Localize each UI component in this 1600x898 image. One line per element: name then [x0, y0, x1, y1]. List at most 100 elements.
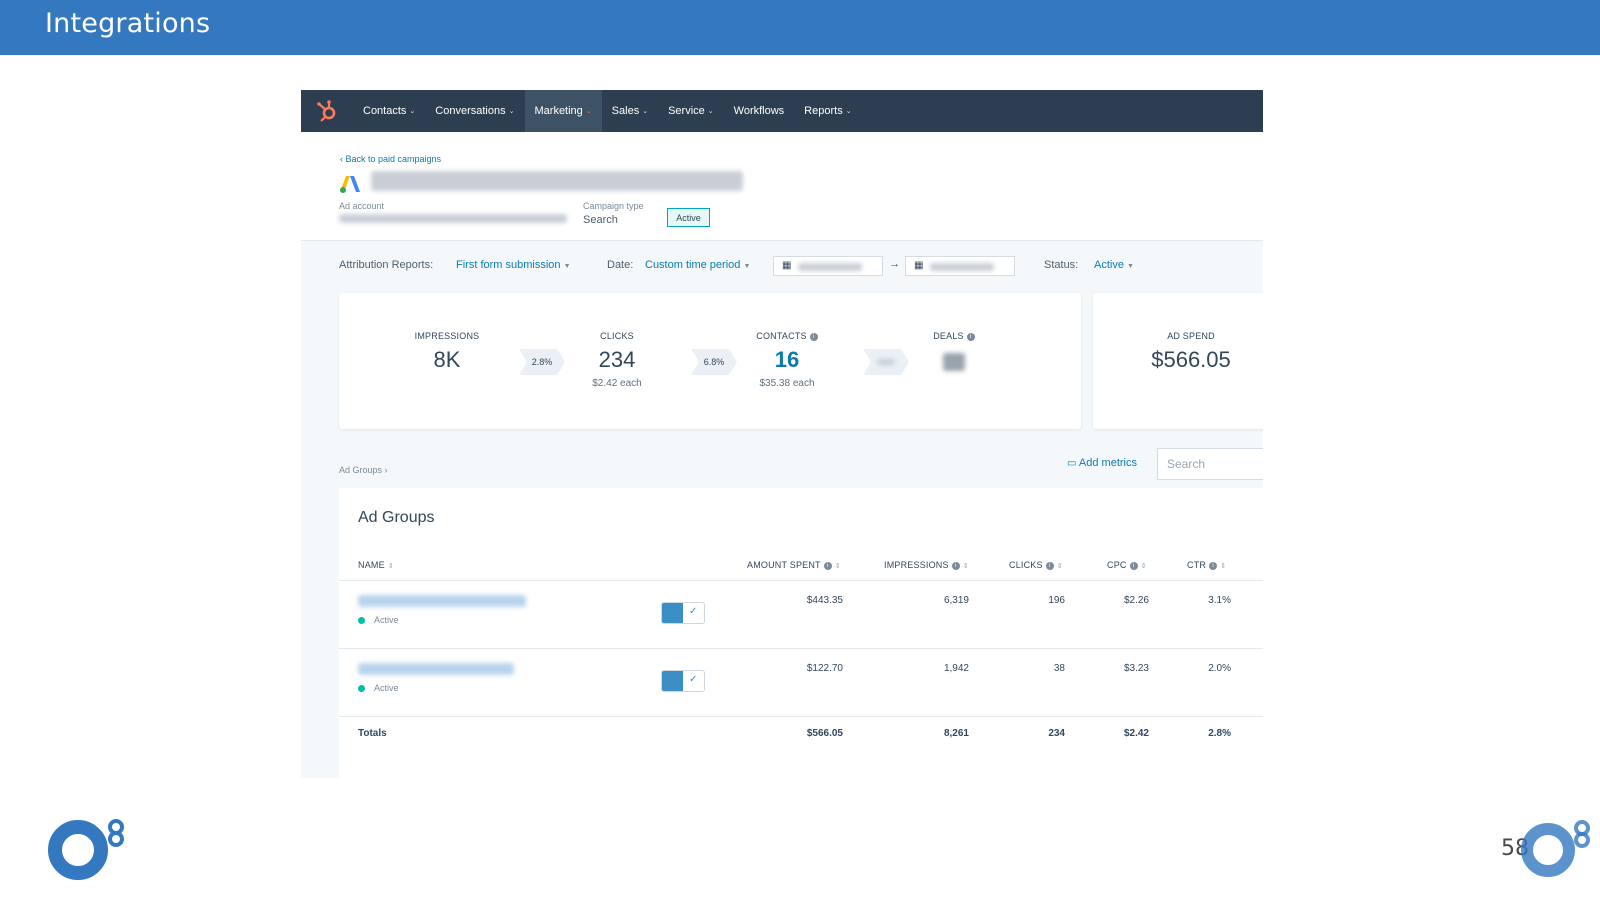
ad-account-redacted	[339, 214, 567, 223]
status-dropdown-value: Active	[1094, 259, 1124, 271]
column-header-ctr[interactable]: CTR i ⇕	[1187, 560, 1226, 570]
nav-item-label: Workflows	[733, 105, 785, 117]
total-cpc: $2.42	[1123, 728, 1149, 739]
info-icon[interactable]: i	[951, 562, 960, 570]
total-impressions: 8,261	[943, 728, 969, 739]
kpi-sub: $2.42 each	[592, 378, 642, 389]
column-header-cpc[interactable]: CPC i ⇕	[1107, 560, 1147, 570]
ad-account-label: Ad account	[339, 201, 385, 211]
date-period-dropdown[interactable]: Custom time period ▼	[645, 259, 750, 271]
total-ctr: 2.8%	[1208, 728, 1231, 739]
kpi-ad-spend: AD SPEND $566.05	[1133, 331, 1249, 373]
nav-item-label: Reports	[804, 105, 843, 117]
table-columns-icon: ▭	[1067, 458, 1077, 469]
conversion-rate-chevron: 2.8%	[519, 349, 565, 375]
chevron-down-icon: ⌄	[508, 108, 515, 115]
cell-ctr: 2.0%	[1208, 663, 1231, 674]
caret-down-icon: ▼	[743, 263, 751, 270]
kpi-label: CONTACTS i	[739, 331, 835, 341]
column-header-label: CTR	[1187, 560, 1207, 570]
nav-item-label: Marketing	[534, 105, 583, 117]
end-date-input[interactable]: ▦	[905, 256, 1015, 276]
kpi-label: DEALS i	[919, 331, 989, 341]
cell-impressions: 6,319	[943, 595, 969, 606]
row-divider	[339, 580, 1263, 581]
cell-cpc: $3.23	[1123, 663, 1149, 674]
nav-item-sales[interactable]: Sales ⌄	[602, 90, 658, 132]
column-header-impressions[interactable]: IMPRESSIONS i ⇕	[884, 560, 969, 570]
end-date-redacted	[930, 263, 994, 271]
status-label: Status:	[1044, 259, 1079, 271]
info-icon[interactable]: i	[823, 562, 832, 570]
status-badge: Active	[667, 208, 710, 227]
kpi-value: $566.05	[1151, 347, 1231, 372]
column-header-amount-spent[interactable]: AMOUNT SPENT i ⇕	[747, 560, 841, 570]
chevron-down-icon: ⌄	[585, 108, 592, 115]
nav-item-label: Service	[668, 105, 705, 117]
breadcrumb[interactable]: Ad Groups ›	[339, 465, 388, 475]
ad-group-toggle[interactable]: ✓	[661, 670, 705, 692]
nav-item-workflows[interactable]: Workflows	[724, 90, 795, 132]
nav-item-service[interactable]: Service ⌄	[658, 90, 724, 132]
info-icon[interactable]: i	[809, 333, 818, 341]
add-metrics-button[interactable]: ▭ Add metrics	[1067, 457, 1137, 469]
chevron-down-icon: ⌄	[845, 108, 852, 115]
info-icon[interactable]: i	[1209, 562, 1218, 570]
status-dot	[358, 617, 365, 624]
chevron-down-icon: ⌄	[707, 108, 714, 115]
kpi-impressions: IMPRESSIONS 8K	[401, 331, 493, 373]
cell-amount-spent: $443.35	[806, 595, 843, 606]
o8-logo-right	[1521, 820, 1590, 877]
attribution-dropdown[interactable]: First form submission ▼	[456, 259, 571, 271]
kpi-sub: $35.38 each	[759, 378, 815, 389]
kpi-label: AD SPEND	[1167, 331, 1215, 341]
arrow-right-icon: →	[889, 258, 900, 270]
back-to-campaigns-link[interactable]: ‹ Back to paid campaigns	[340, 154, 442, 164]
chevron-shape-icon	[691, 349, 737, 375]
hubspot-screenshot: Contacts ⌄ Conversations ⌄ Marketing ⌄ Sale…	[301, 90, 1263, 778]
column-header-clicks[interactable]: CLICKS i ⇕	[1009, 560, 1063, 570]
calendar-icon: ▦	[782, 260, 792, 271]
info-icon[interactable]: i	[966, 333, 975, 341]
column-header-name[interactable]: NAME ⇕	[358, 560, 394, 570]
ad-group-name-redacted	[358, 595, 526, 607]
status-dropdown[interactable]: Active ▼	[1094, 259, 1134, 271]
caret-down-icon: ▼	[563, 263, 571, 270]
nav-item-label: Sales	[611, 105, 640, 117]
column-header-label: IMPRESSIONS	[884, 560, 949, 570]
toggle-on-fill	[662, 671, 683, 691]
start-date-input[interactable]: ▦	[773, 256, 883, 276]
cell-cpc: $2.26	[1123, 595, 1149, 606]
nav-item-contacts[interactable]: Contacts ⌄	[353, 90, 425, 132]
nav-item-reports[interactable]: Reports ⌄	[794, 90, 861, 132]
checkmark-icon: ✓	[689, 606, 698, 617]
column-header-label: NAME	[358, 560, 385, 570]
attribution-reports-label: Attribution Reports:	[339, 259, 434, 271]
kpi-label-text: DEALS	[933, 331, 964, 341]
kpi-label: CLICKS	[600, 331, 634, 341]
sort-icon: ⇕	[1220, 563, 1227, 570]
column-header-label: CLICKS	[1009, 560, 1043, 570]
nav-item-label: Contacts	[363, 105, 407, 117]
chevron-shape-icon	[519, 349, 565, 375]
cell-clicks: 38	[1053, 663, 1065, 674]
ad-spend-card: AD SPEND $566.05	[1093, 293, 1263, 429]
ad-group-toggle[interactable]: ✓	[661, 602, 705, 624]
search-input[interactable]: Search	[1157, 448, 1263, 480]
start-date-redacted	[798, 263, 862, 271]
hubspot-sprocket-icon[interactable]	[315, 99, 339, 123]
cell-impressions: 1,942	[943, 663, 969, 674]
nav-item-marketing[interactable]: Marketing ⌄	[524, 90, 602, 132]
date-period-value: Custom time period	[645, 259, 741, 271]
info-icon[interactable]: i	[1045, 562, 1054, 570]
campaign-type-label: Campaign type	[583, 201, 644, 211]
cell-clicks: 196	[1048, 595, 1065, 606]
date-label: Date:	[607, 259, 634, 271]
nav-item-conversations[interactable]: Conversations ⌄	[425, 90, 524, 132]
row-status: Active	[374, 683, 399, 693]
ad-groups-table-card: Ad Groups NAME ⇕ AMOUNT SPENT i ⇕ IMPRESSIO…	[339, 488, 1263, 778]
kpi-label: IMPRESSIONS	[414, 331, 480, 341]
cell-amount-spent: $122.70	[806, 663, 843, 674]
sort-icon: ⇕	[1140, 563, 1147, 570]
info-icon[interactable]: i	[1129, 562, 1138, 570]
